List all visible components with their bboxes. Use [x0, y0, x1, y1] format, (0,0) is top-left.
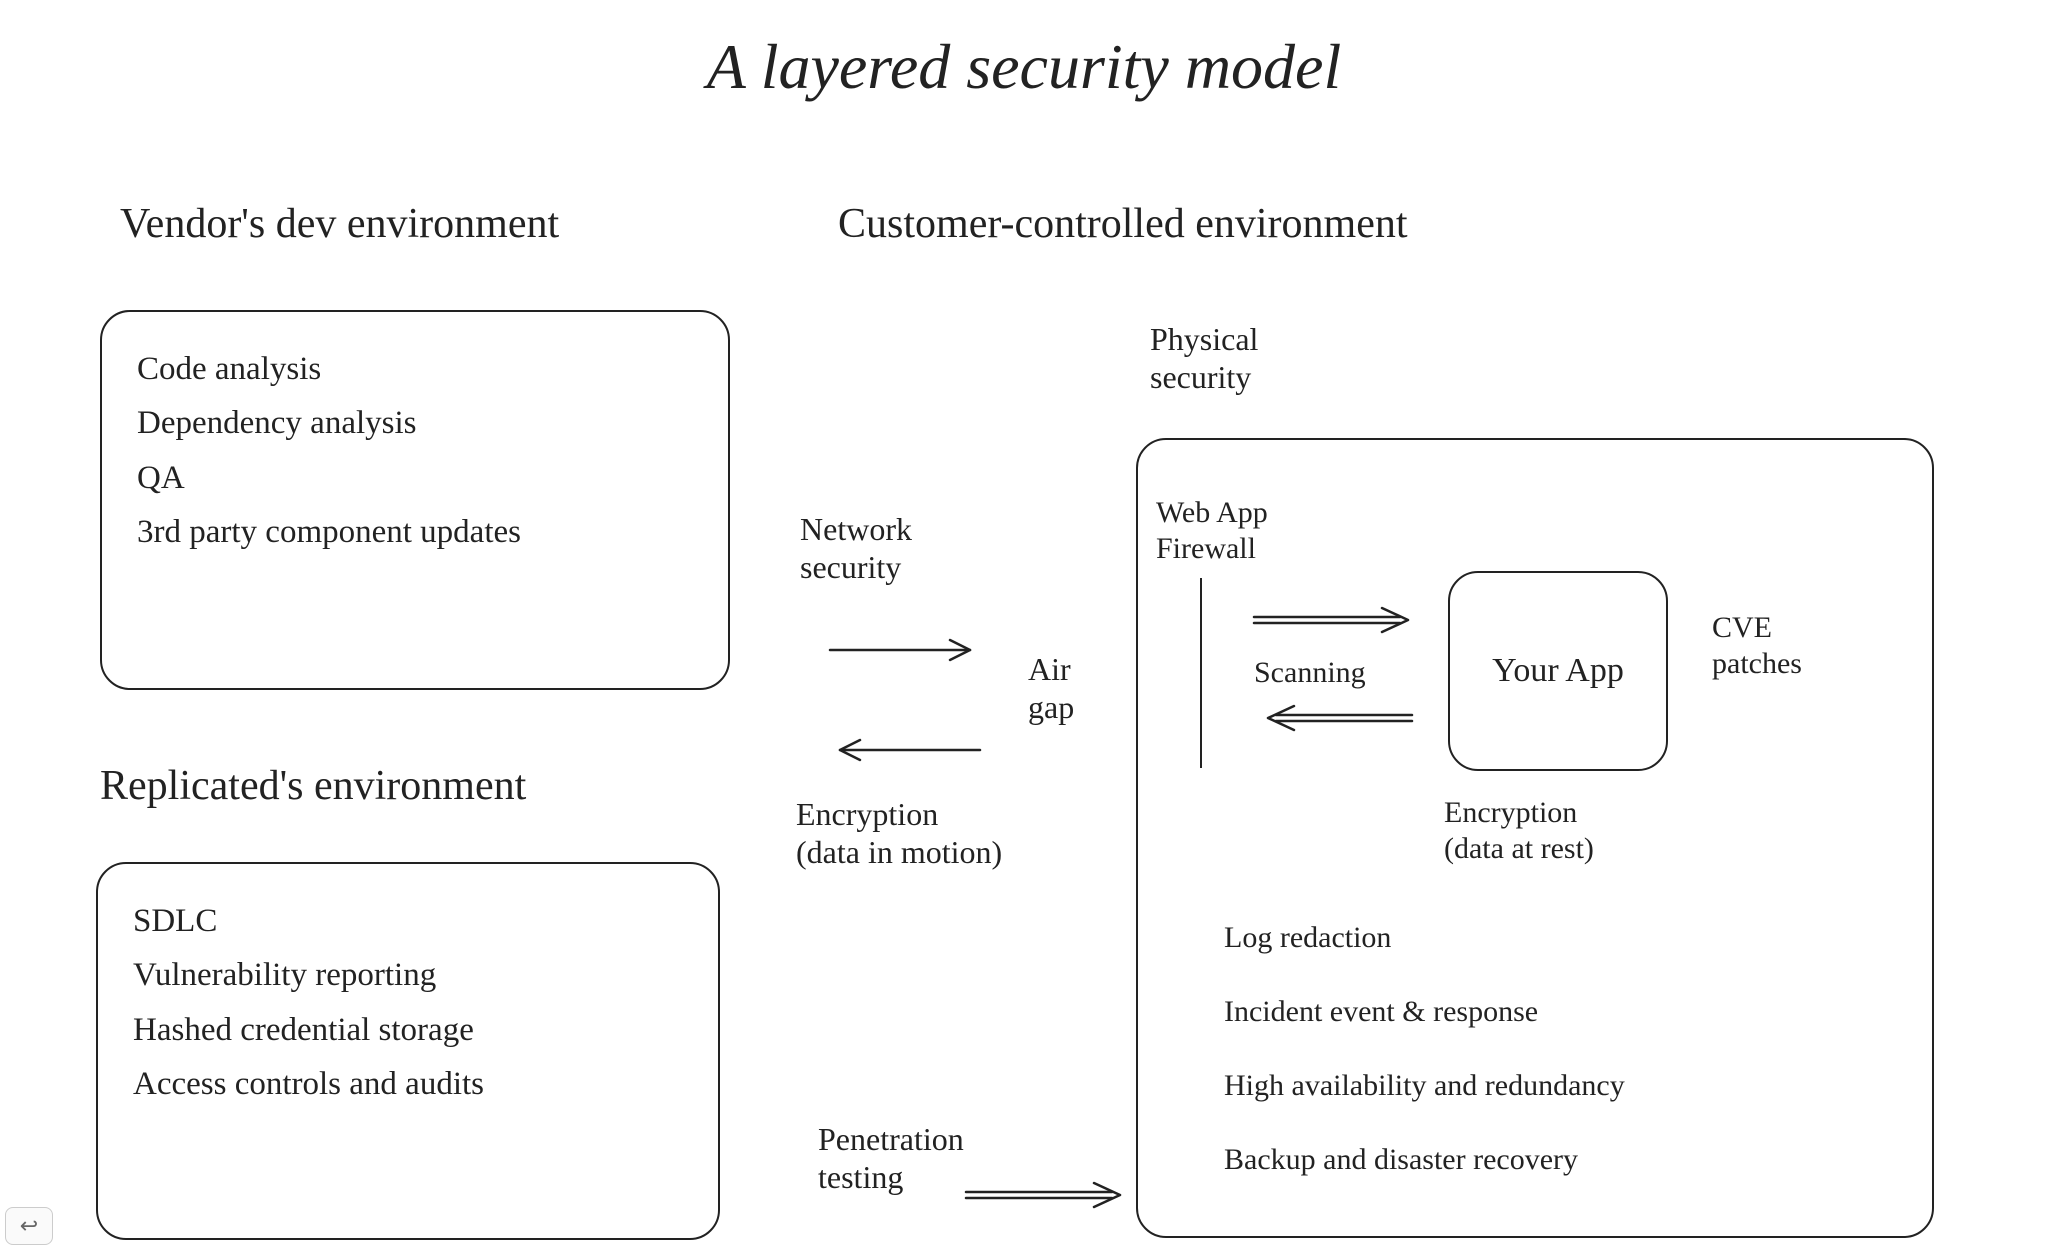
- vendor-box: Code analysis Dependency analysis QA 3rd…: [100, 310, 730, 690]
- heading-customer: Customer-controlled environment: [838, 200, 1408, 248]
- list-item: Code analysis: [137, 342, 693, 396]
- label-encryption-motion: Encryption(data in motion): [796, 795, 1002, 872]
- arrow-left-icon: [830, 740, 980, 760]
- customer-ops-list: Log redaction Incident event & response …: [1224, 920, 1625, 1178]
- arrow-right-icon: [966, 1183, 1124, 1207]
- replicated-box: SDLC Vulnerability reporting Hashed cred…: [96, 862, 720, 1240]
- list-item: Vulnerability reporting: [133, 948, 683, 1002]
- your-app-label: Your App: [1492, 652, 1624, 690]
- list-item: Incident event & response: [1224, 994, 1625, 1030]
- list-item: Dependency analysis: [137, 396, 693, 450]
- waf-divider: [1200, 578, 1202, 768]
- label-scanning: Scanning: [1254, 655, 1366, 691]
- label-penetration-testing: Penetrationtesting: [818, 1120, 964, 1197]
- vendor-list: Code analysis Dependency analysis QA 3rd…: [102, 312, 728, 590]
- heading-vendor: Vendor's dev environment: [120, 200, 559, 248]
- arrow-right-icon: [830, 640, 980, 660]
- your-app-box: Your App: [1448, 571, 1668, 771]
- label-air-gap: Airgap: [1028, 650, 1074, 727]
- label-cve-patches: CVEpatches: [1712, 610, 1802, 682]
- return-icon: ↩: [20, 1213, 38, 1239]
- list-item: Hashed credential storage: [133, 1003, 683, 1057]
- heading-replicated: Replicated's environment: [100, 762, 526, 810]
- page-title: A layered security model: [0, 30, 2048, 104]
- arrow-right-icon: [1254, 608, 1412, 632]
- label-encryption-rest: Encryption(data at rest): [1444, 795, 1594, 867]
- list-item: SDLC: [133, 894, 683, 948]
- diagram-canvas: { "title": "A layered security model", "…: [0, 0, 2048, 1257]
- list-item: Backup and disaster recovery: [1224, 1142, 1625, 1178]
- return-button[interactable]: ↩: [5, 1207, 53, 1245]
- list-item: 3rd party component updates: [137, 505, 693, 559]
- list-item: QA: [137, 451, 693, 505]
- list-item: Log redaction: [1224, 920, 1625, 956]
- label-network-security: Networksecurity: [800, 510, 912, 587]
- list-item: High availability and redundancy: [1224, 1068, 1625, 1104]
- arrow-left-icon: [1264, 706, 1412, 730]
- list-item: Access controls and audits: [133, 1057, 683, 1111]
- replicated-list: SDLC Vulnerability reporting Hashed cred…: [98, 864, 718, 1142]
- label-physical-security: Physicalsecurity: [1150, 320, 1258, 397]
- label-waf: Web AppFirewall: [1156, 495, 1268, 567]
